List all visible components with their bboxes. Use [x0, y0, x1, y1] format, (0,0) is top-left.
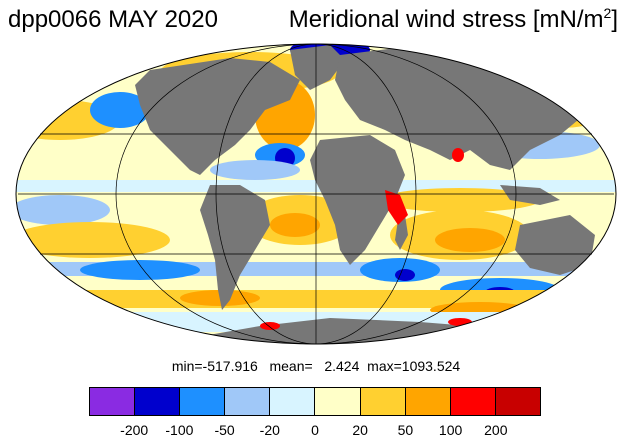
colorbar-tick-label: 100 [438, 422, 463, 438]
field-patch [16, 195, 110, 225]
colorbar-swatch [405, 388, 451, 415]
field-patch [435, 228, 505, 252]
colorbar-swatch [315, 388, 361, 415]
colorbar-swatch [135, 388, 181, 415]
world-map-mollweide [15, 43, 617, 345]
colorbar-swatch [450, 388, 496, 415]
variable-title-text: Meridional wind stress [mN/m [288, 6, 604, 33]
field-patch [80, 260, 200, 280]
colorbar-swatch [180, 388, 226, 415]
colorbar-tick-label: -50 [214, 422, 235, 438]
field-patch [90, 92, 150, 128]
field-spot-antarctic-coast [260, 322, 280, 330]
colorbar-swatch [495, 388, 540, 415]
colorbar-swatch [225, 388, 271, 415]
plot-title-variable: Meridional wind stress [mN/m2] [289, 6, 618, 34]
field-spot-east-africa [385, 190, 408, 225]
colorbar-tick-label: 50 [397, 422, 414, 438]
land-africa [310, 135, 405, 265]
colorbar-tick-label: -20 [259, 422, 280, 438]
field-statistics: min=-517.916 mean= 2.424 max=1093.524 [171, 358, 461, 374]
field-patch [270, 213, 320, 237]
unit-exponent: 2 [603, 5, 612, 21]
field-spot-arabian-sea [452, 148, 464, 162]
colorbar-swatch [360, 388, 406, 415]
variable-title-end: ] [611, 6, 618, 33]
globe-outline [15, 43, 617, 345]
colorbar [89, 387, 541, 416]
land-north-america [135, 58, 300, 175]
field-patch [210, 160, 300, 180]
colorbar-tick-label: -200 [120, 422, 149, 438]
colorbar-ticks: -200 -100 -50 -20 0 20 50 100 200 [0, 422, 632, 442]
colorbar-tick-label: 0 [311, 422, 319, 438]
plot-title-experiment: dpp0066 MAY 2020 [8, 6, 218, 33]
colorbar-tick-label: 200 [484, 422, 508, 438]
land-australia [515, 215, 595, 275]
land-greenland [290, 45, 345, 90]
colorbar-tick-label: 20 [352, 422, 368, 438]
field-patch [16, 222, 170, 258]
field-spot-antarctic-coast [448, 318, 472, 326]
colorbar-swatch [270, 388, 316, 415]
land-south-america [200, 185, 270, 310]
field-patch [395, 269, 415, 281]
land-indonesia [500, 185, 560, 205]
colorbar-swatch [90, 388, 136, 415]
colorbar-tick-label: -100 [165, 422, 194, 438]
